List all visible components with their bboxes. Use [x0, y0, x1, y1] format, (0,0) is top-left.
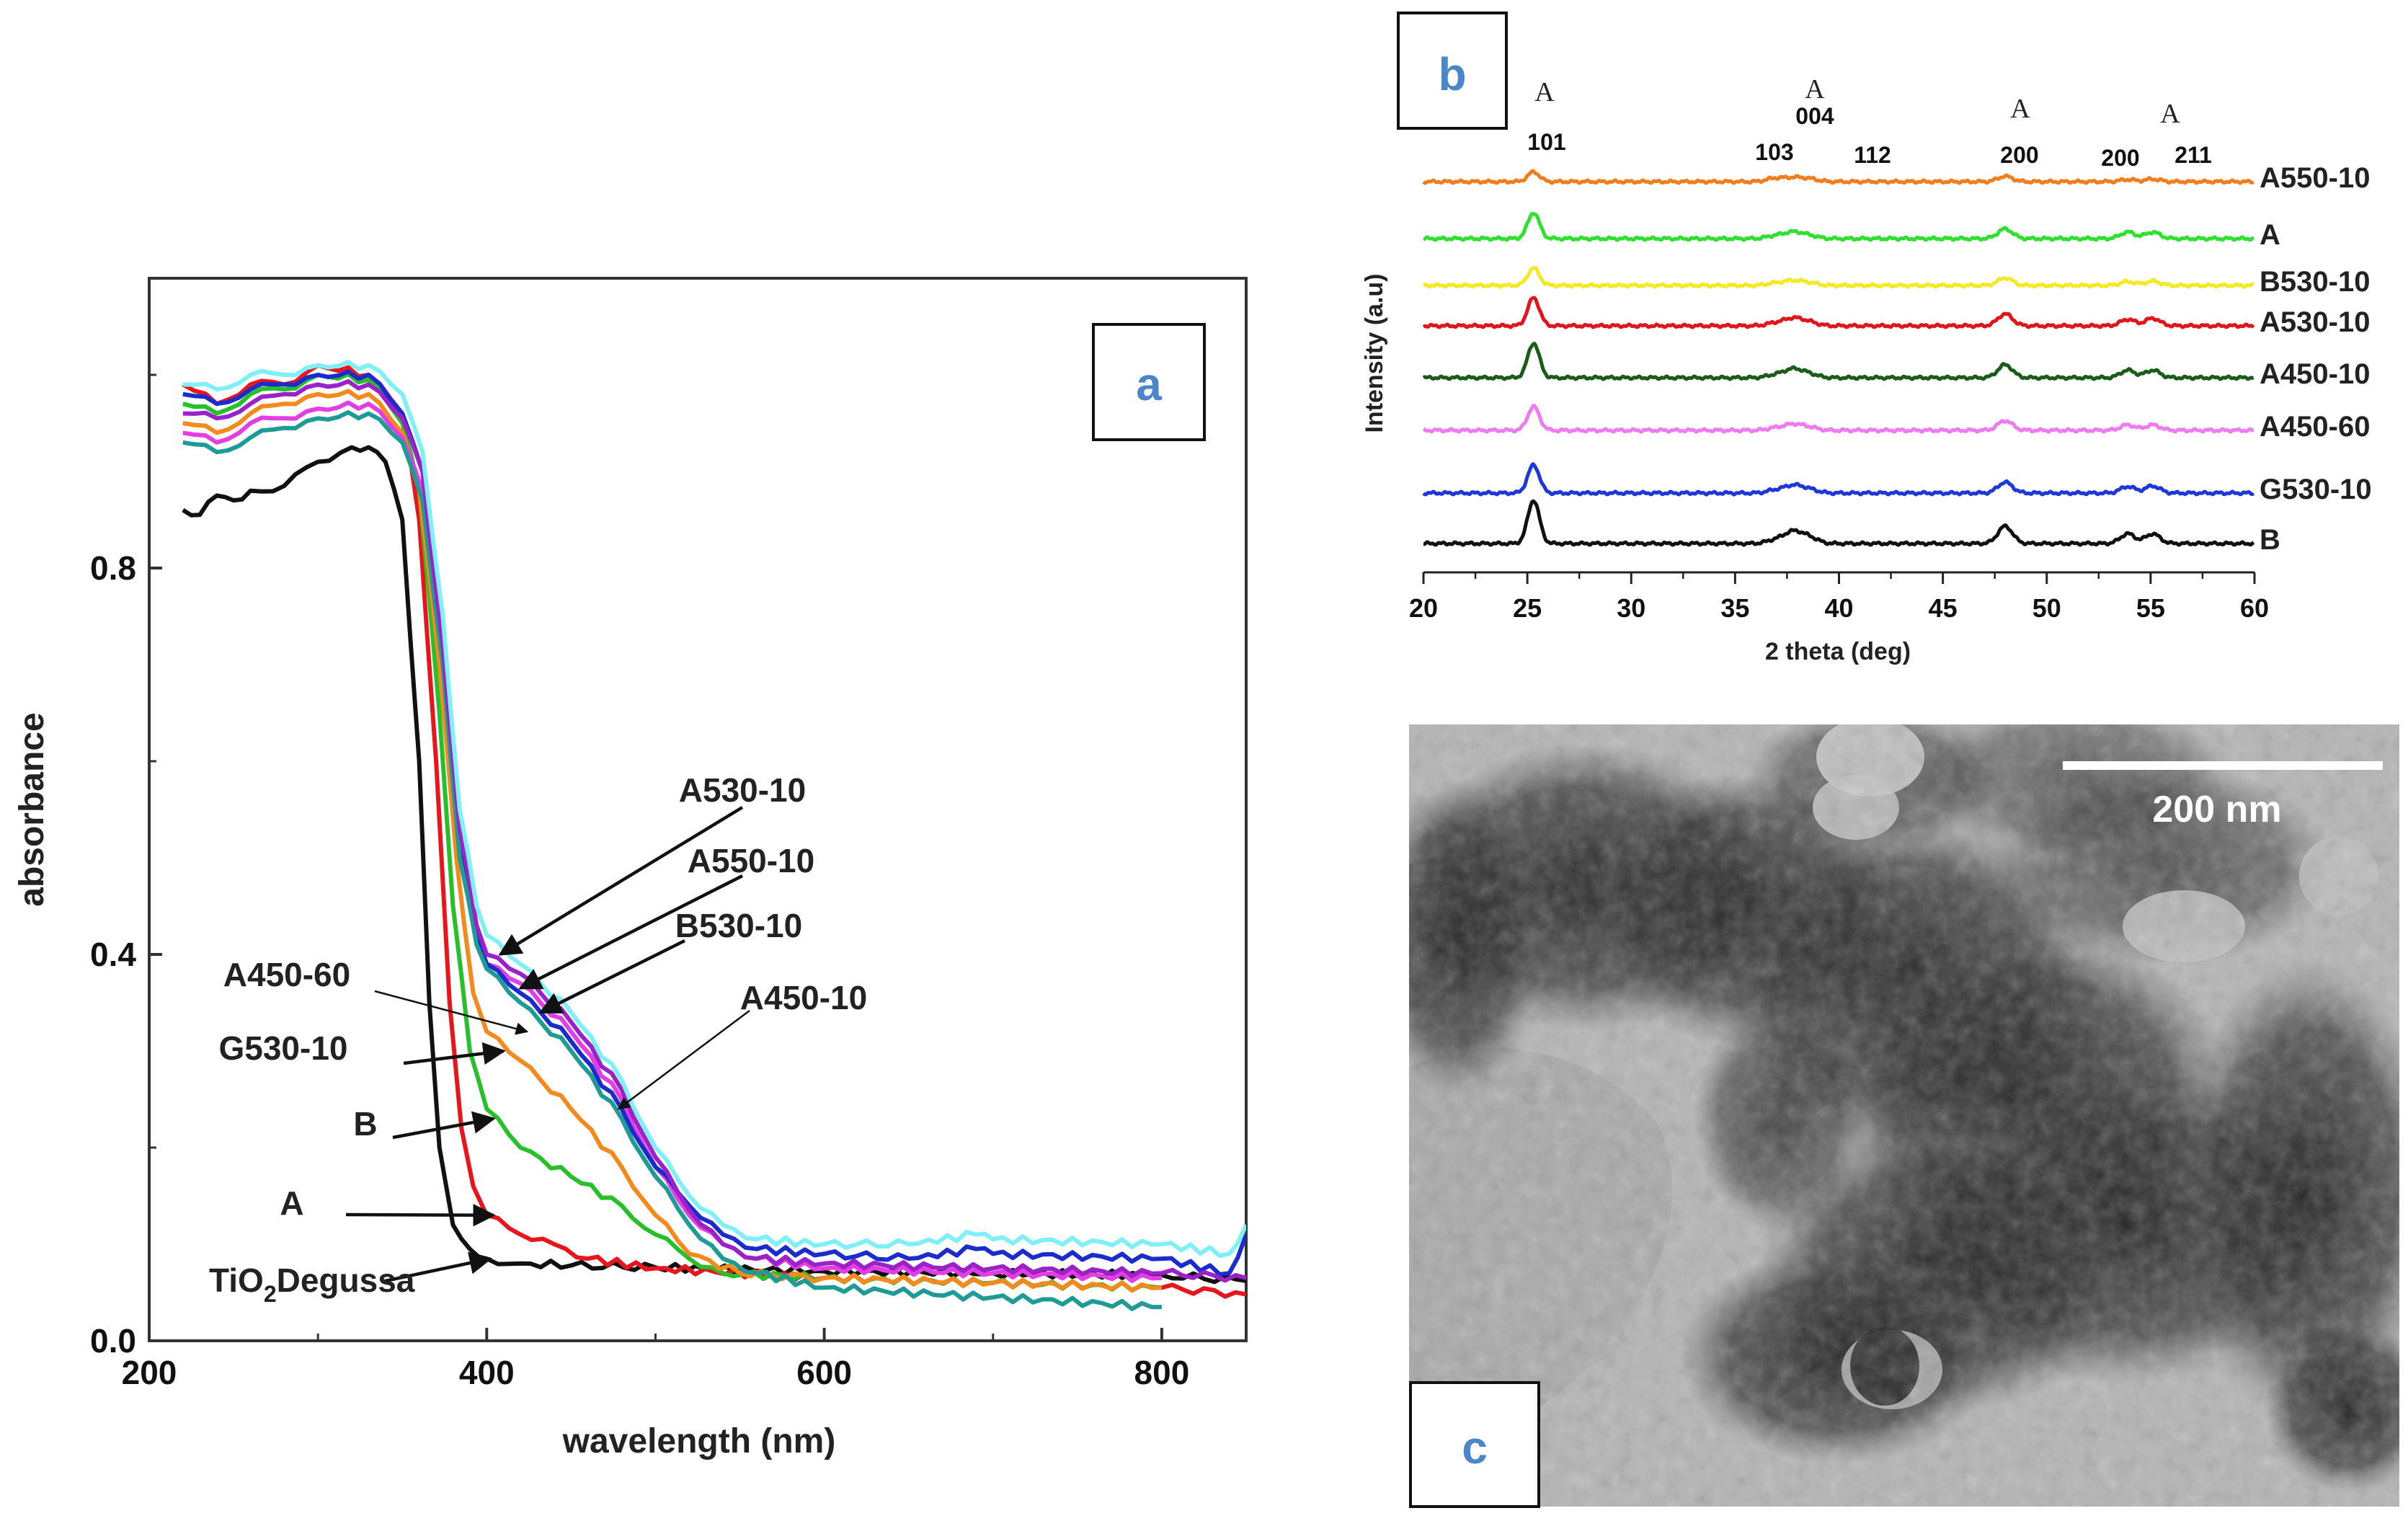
b-series-g530-10 — [1422, 462, 2255, 497]
b-x-tick-label: 45 — [1929, 593, 1958, 623]
a-series-b530-10 — [182, 379, 1246, 1283]
a-annotation-label: G530-10 — [218, 1029, 347, 1067]
b-series-b — [1423, 499, 2255, 547]
panel-a-label-box — [1092, 323, 1206, 441]
b-series-label: A — [2260, 219, 2280, 251]
a-x-axis-title: wavelength (nm) — [562, 1422, 836, 1460]
b-phase-label: A — [2160, 99, 2180, 129]
scale-bar-label: 200 nm — [2152, 789, 2281, 830]
a-annotation-label: A550-10 — [688, 842, 814, 879]
panel-c-label-box — [1409, 1381, 1540, 1508]
b-series-label: A450-10 — [2260, 358, 2370, 390]
a-x-tick-label: 800 — [1134, 1354, 1190, 1391]
b-hkl-label: 211 — [2174, 142, 2212, 168]
b-series-label: A550-10 — [2260, 162, 2370, 194]
b-x-tick-label: 50 — [2032, 593, 2061, 623]
b-hkl-label: 101 — [1527, 129, 1565, 155]
a-annotation-arrow — [538, 939, 686, 1014]
b-phase-label: A — [2010, 94, 2030, 124]
b-x-tick-label: 20 — [1409, 593, 1438, 623]
a-y-axis-title: absorbance — [13, 712, 51, 906]
a-y-tick-label: 0.0 — [90, 1322, 136, 1360]
a-annotation-arrow — [617, 1009, 750, 1110]
panel-a-letter: a — [1136, 358, 1162, 410]
b-hkl-label: 103 — [1755, 139, 1793, 165]
b-x-axis-title: 2 theta (deg) — [1765, 638, 1911, 665]
a-ticks: 200 400 600 800 0.0 0.4 0.8 — [90, 373, 1190, 1391]
b-x-tick-label: 60 — [2240, 593, 2269, 623]
a-series-a450-10 — [182, 360, 1246, 1258]
b-x-tick-label: 30 — [1617, 593, 1645, 623]
b-series-label: B — [2260, 524, 2280, 556]
a-x-tick-label: 200 — [122, 1354, 177, 1391]
a-annotation-label: A450-60 — [223, 956, 350, 993]
b-phase-label: A — [1534, 77, 1555, 107]
a-annotation-arrow — [374, 990, 529, 1035]
a-annotation-arrow — [403, 1042, 506, 1065]
b-series-a550-10 — [1422, 169, 2254, 185]
b-series-b530-10 — [1423, 266, 2255, 289]
a-series-g530-10 — [182, 389, 1163, 1293]
a-x-tick-label: 600 — [796, 1354, 852, 1391]
panel-b-letter: b — [1438, 48, 1466, 100]
b-series-a450-60 — [1422, 404, 2254, 434]
a-series-a550-10 — [182, 409, 1162, 1311]
b-series-label: A530-10 — [2260, 306, 2370, 338]
b-x-tick-label: 40 — [1824, 593, 1853, 623]
b-series-a — [1423, 211, 2254, 242]
a-annotation-label: TiO2Degussa — [209, 1261, 415, 1307]
a-series-a450-60 — [182, 400, 1163, 1283]
b-series-label: B530-10 — [2260, 266, 2370, 298]
panel-c-letter: c — [1462, 1422, 1488, 1473]
b-y-axis-title: Intensity (a.u) — [1361, 273, 1388, 433]
b-hkl-label: 004 — [1795, 103, 1834, 129]
a-annotation-main: TiO — [209, 1261, 264, 1299]
a-annotation-arrow — [518, 874, 744, 990]
a-x-tick-label: 400 — [459, 1354, 515, 1391]
a-y-tick-label: 0.4 — [90, 936, 136, 973]
panel-c-tem-image: 200 nm c — [1409, 724, 2399, 1508]
a-annotation-label: B — [353, 1105, 377, 1143]
a-annotation-arrow — [381, 1251, 493, 1284]
b-x-tick-label: 35 — [1720, 593, 1749, 623]
a-annotation-label: A530-10 — [679, 771, 806, 809]
a-series-group — [182, 360, 1246, 1311]
b-ticks: 20 25 30 35 40 45 50 55 60 — [1409, 572, 2269, 623]
b-series-label: G530-10 — [2260, 474, 2372, 505]
b-hkl-label: 200 — [2000, 142, 2038, 168]
a-annotation-arrow — [498, 806, 744, 956]
a-annotation-rest: Degussa — [277, 1261, 415, 1299]
b-series-a450-10 — [1422, 342, 2254, 381]
b-series-label: A450-60 — [2260, 411, 2370, 443]
b-hkl-label: 112 — [1854, 142, 1891, 168]
b-hkl-label: 200 — [2101, 145, 2139, 171]
plot-a-frame — [148, 277, 1248, 1342]
a-annotation-label: B530-10 — [675, 907, 802, 944]
b-x-tick-label: 25 — [1513, 593, 1542, 623]
a-y-tick-label: 0.8 — [90, 549, 136, 587]
a-annotation-label: A450-10 — [740, 979, 867, 1016]
b-phase-label: A — [1805, 74, 1825, 105]
b-series-group — [1422, 169, 2255, 547]
a-annotation-sub: 2 — [264, 1281, 277, 1307]
b-x-tick-label: 55 — [2136, 593, 2165, 623]
a-annotations: A530-10 A550-10 B530-10 A450-60 A450-10 G530-… — [209, 771, 867, 1307]
b-series-labels: A550-10 A B530-10 A530-10 A450-10 A450-60 G530… — [2260, 162, 2372, 556]
panel-b-label-box — [1397, 12, 1508, 130]
b-series-a530-10 — [1422, 296, 2255, 329]
a-annotation-label: A — [280, 1184, 303, 1222]
a-series-a530-10 — [182, 369, 1246, 1277]
panel-a-uv-vis: 200 400 600 800 0.0 0.4 0.8 A530-10 A550-10 B530… — [13, 277, 1248, 1460]
a-annotation-arrow — [392, 1111, 496, 1140]
tem-texture — [1409, 724, 2399, 1507]
